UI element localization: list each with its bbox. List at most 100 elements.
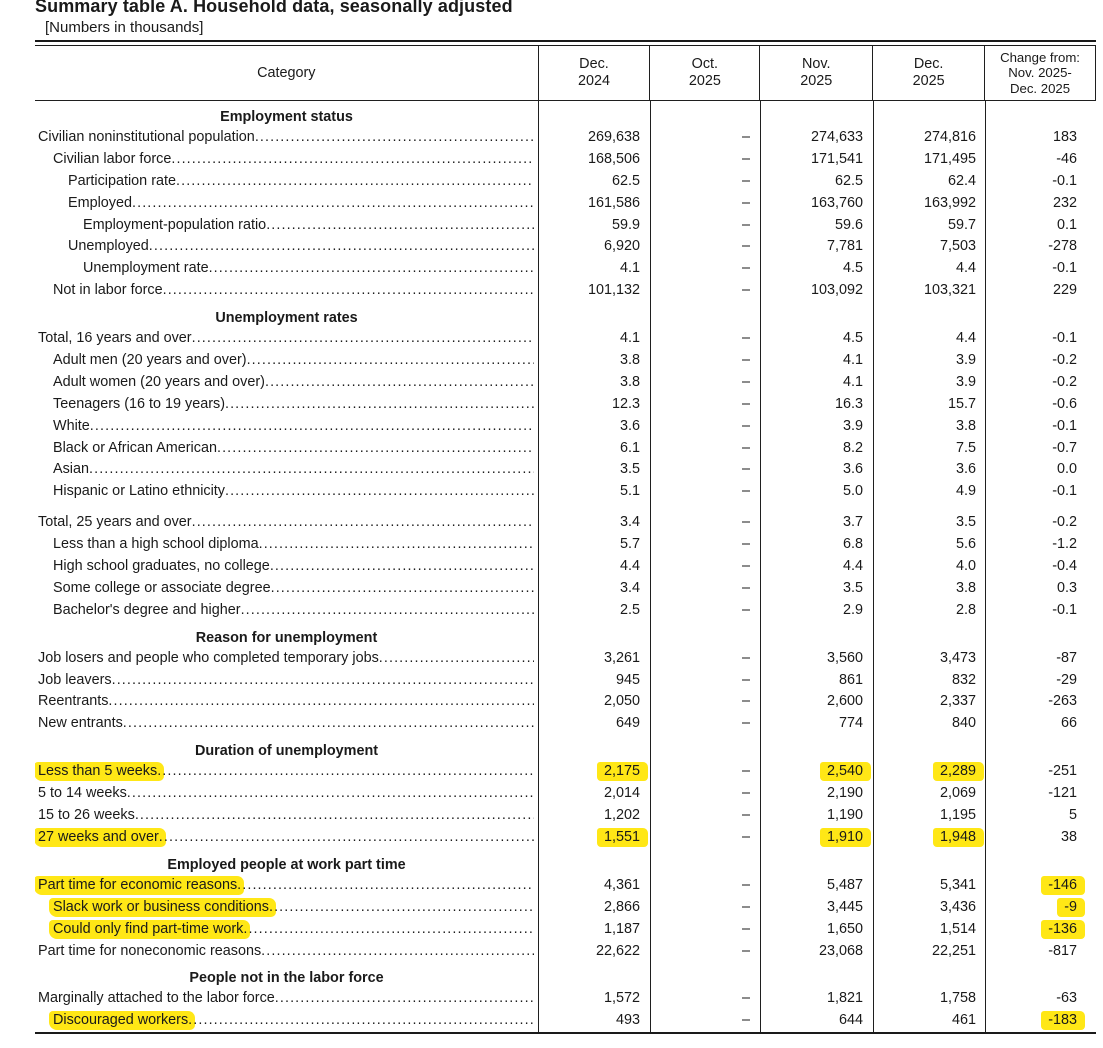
highlighted-value: 1,948 <box>932 827 984 847</box>
table-row: Total, 25 years and over................… <box>35 512 1096 535</box>
value: 649 <box>615 715 640 732</box>
section-header-spacer <box>985 621 1096 648</box>
dot-leader: ........................................… <box>266 216 534 233</box>
category-cell: Part time for economic reasons..........… <box>35 875 538 897</box>
value: 183 <box>1052 129 1077 145</box>
dot-leader: ........................................… <box>378 649 534 666</box>
cell-dec-2024: 3.8 <box>538 371 650 394</box>
cell-nov-2025: 2.9 <box>760 599 873 622</box>
cell-change: 0.3 <box>985 577 1096 600</box>
cell-dec-2024: 2,175 <box>538 761 650 784</box>
cell-nov-2025: 4.4 <box>760 556 873 578</box>
value: – <box>741 558 750 575</box>
cell-dec-2024: 168,506 <box>538 148 650 171</box>
section-header-spacer <box>760 302 873 329</box>
table-row: Civilian labor force....................… <box>35 148 1096 171</box>
cell-nov-2025: 3,560 <box>760 647 873 670</box>
dot-leader: ........................................… <box>243 920 534 937</box>
category-cell: 5 to 14 weeks...........................… <box>35 783 538 805</box>
cell-dec-2025: 171,495 <box>873 148 985 171</box>
cell-change: 0.0 <box>985 459 1096 482</box>
cell-dec-2025: 2,337 <box>873 691 985 714</box>
value: 16.3 <box>834 395 863 412</box>
cell-oct-2025: – <box>650 896 760 919</box>
table-row: Asian...................................… <box>35 459 1096 482</box>
value: 6.1 <box>619 439 640 456</box>
category-cell: Asian...................................… <box>35 459 538 481</box>
value: 5,341 <box>939 876 976 893</box>
cell-dec-2025: 2.8 <box>873 599 985 622</box>
value: 3.7 <box>842 514 863 531</box>
cell-change: -0.6 <box>985 393 1096 416</box>
section-header-spacer <box>873 735 985 762</box>
header-cell-nov-2025: Nov. 2025 <box>759 46 872 100</box>
table-row: New entrants............................… <box>35 713 1096 736</box>
value: 2.8 <box>955 601 976 618</box>
cell-oct-2025: – <box>650 988 760 1011</box>
cell-nov-2025: 1,821 <box>760 988 873 1011</box>
row-label: Black or African American <box>53 438 217 460</box>
cell-change: -63 <box>985 988 1096 1011</box>
cell-dec-2025: 4.9 <box>873 481 985 504</box>
section-header-spacer <box>873 848 985 875</box>
cell-dec-2024: 3.5 <box>538 459 650 482</box>
row-label: Employed <box>68 193 132 215</box>
value: -0.2 <box>1052 352 1077 369</box>
table-header-row: Category Dec. 2024 Oct. 2025 Nov. 2025 Dec. 2025… <box>35 46 1096 101</box>
cell-dec-2025: 3.5 <box>873 512 985 535</box>
cell-dec-2024: 3.4 <box>538 577 650 600</box>
table-row: 27 weeks and over.......................… <box>35 826 1096 849</box>
row-label-text: Marginally attached to the labor force <box>38 990 275 1007</box>
cell-dec-2024: 161,586 <box>538 192 650 215</box>
row-label-text: 15 to 26 weeks <box>38 807 135 824</box>
row-label: Employment-population ratio <box>83 215 266 237</box>
section-header-row: Employment status <box>35 101 1096 127</box>
category-cell: Total, 25 years and over................… <box>35 512 538 534</box>
cell-nov-2025: 16.3 <box>760 393 873 416</box>
value: 1,821 <box>826 990 863 1007</box>
value: 161,586 <box>587 194 640 211</box>
value: 66 <box>1060 715 1077 732</box>
table-row: Adult men (20 years and over)...........… <box>35 350 1096 372</box>
table-row: Hispanic or Latino ethnicity............… <box>35 481 1096 504</box>
section-header-spacer <box>650 848 760 875</box>
value: 62.5 <box>834 172 863 189</box>
value: – <box>741 693 750 710</box>
value: 62.4 <box>947 172 976 189</box>
cell-dec-2025: 1,758 <box>873 988 985 1011</box>
cell-dec-2024: 3.4 <box>538 512 650 535</box>
cell-change: 183 <box>985 127 1096 149</box>
category-cell: Hispanic or Latino ethnicity............… <box>35 481 538 503</box>
value: 3.6 <box>842 461 863 478</box>
value: 2,014 <box>603 785 640 802</box>
category-cell: Adult men (20 years and over)...........… <box>35 350 538 372</box>
section-header-spacer <box>873 302 985 329</box>
cell-dec-2024: 4.1 <box>538 258 650 281</box>
value: -29 <box>1056 671 1077 688</box>
value: 62.5 <box>611 172 640 189</box>
cell-dec-2025: 3.9 <box>873 371 985 394</box>
cell-oct-2025: – <box>650 459 760 482</box>
cell-dec-2025: 3,436 <box>873 896 985 919</box>
category-cell: Some college or associate degree........… <box>35 578 538 600</box>
section-header-label: People not in the labor force <box>189 970 384 987</box>
cell-change: -0.1 <box>985 258 1096 281</box>
section-header-cell: Reason for unemployment <box>35 622 538 648</box>
row-label-text: Bachelor's degree and higher <box>53 601 241 618</box>
table-row: Less than a high school diploma.........… <box>35 534 1096 557</box>
table-row: Adult women (20 years and over).........… <box>35 371 1096 394</box>
table-row: Civilian noninstitutional population....… <box>35 127 1096 149</box>
row-label-text: Civilian noninstitutional population <box>38 129 255 145</box>
value: 0.3 <box>1056 579 1077 596</box>
cell-nov-2025: 6.8 <box>760 534 873 557</box>
cell-dec-2024: 22,622 <box>538 940 650 963</box>
value: 945 <box>615 671 640 688</box>
cell-dec-2025: 840 <box>873 713 985 736</box>
value: – <box>741 763 750 780</box>
table-row: 5 to 14 weeks...........................… <box>35 783 1096 806</box>
row-label-text: White <box>53 417 90 434</box>
value: 4.1 <box>619 260 640 277</box>
category-cell: Employed................................… <box>35 193 538 215</box>
dot-leader: ........................................… <box>111 671 534 688</box>
cell-dec-2025: 1,948 <box>873 826 985 849</box>
